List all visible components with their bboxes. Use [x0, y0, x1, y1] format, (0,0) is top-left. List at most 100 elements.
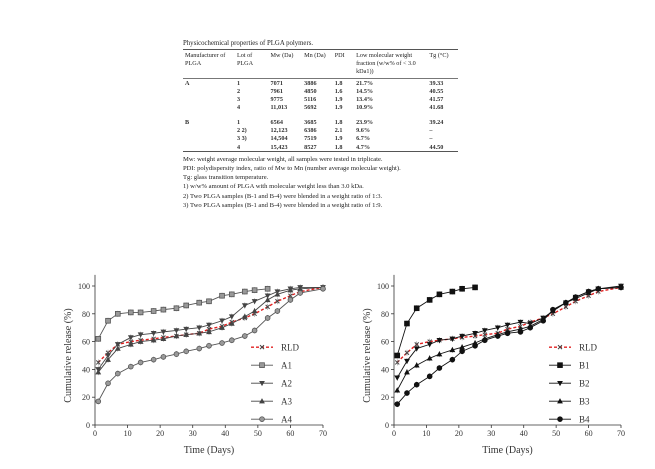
- data-point: [137, 359, 144, 366]
- data-point: [459, 348, 465, 355]
- table-cell: 41.57: [429, 96, 444, 104]
- table-cell: 3685: [304, 119, 317, 126]
- table-cell: 1.8: [334, 143, 343, 151]
- data-point: [137, 338, 144, 344]
- y-tick-label: 60: [381, 338, 389, 347]
- data-point: [105, 356, 111, 362]
- data-point: [264, 315, 271, 321]
- data-point: [404, 369, 410, 375]
- data-point: [449, 356, 456, 363]
- y-tick-label: 0: [385, 421, 389, 430]
- data-point: [242, 288, 248, 295]
- y-tick-label: 20: [82, 393, 90, 402]
- data-point: [572, 294, 579, 300]
- data-point: [320, 285, 326, 292]
- table-cell: 13.4%: [356, 96, 374, 104]
- series-A4: [95, 285, 326, 405]
- legend-item: B4: [549, 415, 590, 425]
- data-point: [426, 355, 433, 361]
- data-point: [105, 317, 111, 324]
- data-point: [160, 335, 167, 342]
- data-point: [550, 306, 556, 313]
- data-point: [413, 305, 420, 312]
- data-point: [241, 313, 248, 319]
- data-point: [504, 330, 511, 337]
- data-point: [173, 333, 180, 339]
- table-cell: 39.33: [429, 79, 444, 87]
- data-point: [242, 333, 248, 339]
- table-footnotes: Mw: weight average molecular weight, all…: [183, 155, 458, 210]
- data-point: [183, 331, 190, 337]
- data-point: [114, 342, 121, 348]
- data-point: [414, 342, 420, 347]
- data-point: [449, 336, 456, 342]
- table-cell: 12,123: [270, 127, 288, 135]
- data-point: [219, 324, 225, 330]
- table-cell: 2.1: [334, 127, 343, 135]
- x-tick-label: 70: [319, 429, 327, 438]
- data-point: [229, 337, 235, 344]
- table-cell: 4: [236, 143, 241, 151]
- data-point: [183, 302, 190, 309]
- series-A2: [95, 284, 326, 373]
- table-cell: –: [429, 127, 433, 135]
- data-point: [241, 303, 248, 309]
- y-tick-label: 100: [377, 282, 389, 291]
- table-row: 2 2) 12,123 6386 2.1 9.6% –: [183, 127, 458, 135]
- data-point: [196, 325, 203, 331]
- data-point: [137, 309, 144, 316]
- column-header: Low molecular weight fraction (w/w% of <…: [354, 49, 428, 80]
- table-row: 3 3) 14,504 7519 1.9 6.7% –: [183, 135, 458, 143]
- legend-marker: [259, 380, 265, 387]
- x-tick-label: 70: [617, 429, 625, 438]
- legend-marker: [259, 416, 265, 422]
- y-axis-label: Cumulative release (%): [63, 308, 74, 402]
- data-point: [137, 332, 144, 338]
- data-point: [504, 322, 511, 328]
- legend-marker: [557, 398, 563, 404]
- data-point: [288, 293, 293, 299]
- legend-marker: [557, 416, 563, 422]
- data-point: [228, 320, 235, 326]
- legend-label: B4: [579, 415, 590, 425]
- table-cell: 8527: [304, 143, 317, 151]
- legend-marker: [557, 380, 563, 387]
- series-line: [97, 288, 268, 340]
- table-cell: 1.9: [334, 135, 343, 143]
- x-tick-label: 0: [392, 429, 396, 438]
- data-point: [128, 363, 134, 370]
- data-point: [394, 375, 401, 381]
- footnote: Tg: glass transition temperature.: [183, 174, 269, 182]
- data-point: [160, 306, 167, 313]
- y-tick-label: 40: [381, 365, 389, 374]
- data-point: [472, 331, 478, 337]
- legend-marker: [259, 344, 265, 350]
- data-point: [228, 291, 235, 298]
- legend-label: B1: [579, 361, 590, 371]
- table-cell: 7519: [304, 135, 317, 143]
- data-point: [160, 354, 167, 360]
- legend-label: A4: [281, 415, 292, 425]
- series-B1: [394, 284, 478, 359]
- data-point: [540, 317, 546, 324]
- legend-item: B1: [549, 361, 590, 371]
- series-A1: [95, 285, 271, 342]
- data-point: [287, 297, 294, 303]
- table-cell: 4850: [304, 88, 317, 96]
- data-point: [481, 337, 488, 344]
- table-caption: Physicochemical properties of PLGA polym…: [183, 40, 314, 47]
- table-cell: A: [185, 79, 190, 87]
- data-point: [426, 373, 433, 380]
- data-point: [264, 285, 271, 292]
- x-tick-label: 20: [455, 429, 463, 438]
- legend-label: A3: [281, 397, 292, 407]
- data-point: [394, 352, 401, 359]
- x-tick-label: 60: [585, 429, 593, 438]
- x-tick-label: 0: [93, 429, 97, 438]
- column-header: Tg (°C): [427, 49, 458, 80]
- data-point: [472, 284, 478, 291]
- x-tick-label: 40: [520, 429, 528, 438]
- data-point: [196, 345, 203, 352]
- table-row: 2 7961 4850 1.6 14.5% 40.55: [183, 87, 458, 95]
